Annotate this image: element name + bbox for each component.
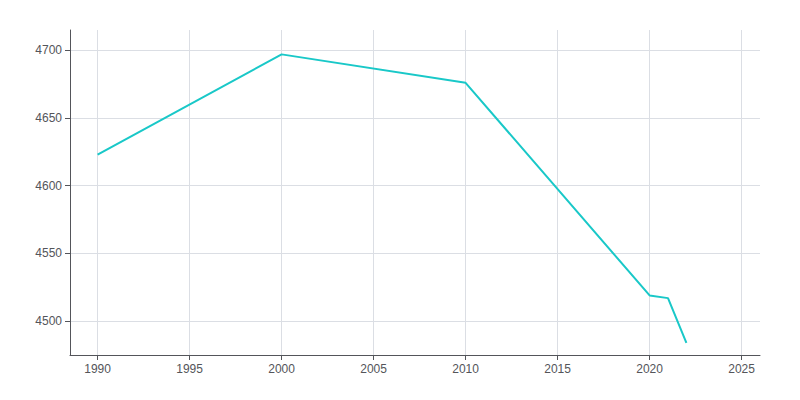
svg-text:4650: 4650 (35, 111, 62, 125)
svg-text:2010: 2010 (452, 362, 479, 376)
svg-text:4550: 4550 (35, 246, 62, 260)
svg-text:1990: 1990 (84, 362, 111, 376)
svg-text:4500: 4500 (35, 314, 62, 328)
svg-text:2025: 2025 (728, 362, 755, 376)
svg-text:2020: 2020 (636, 362, 663, 376)
svg-text:4600: 4600 (35, 179, 62, 193)
svg-text:2015: 2015 (544, 362, 571, 376)
svg-text:1995: 1995 (176, 362, 203, 376)
svg-text:2005: 2005 (360, 362, 387, 376)
svg-text:4700: 4700 (35, 43, 62, 57)
svg-text:2000: 2000 (268, 362, 295, 376)
